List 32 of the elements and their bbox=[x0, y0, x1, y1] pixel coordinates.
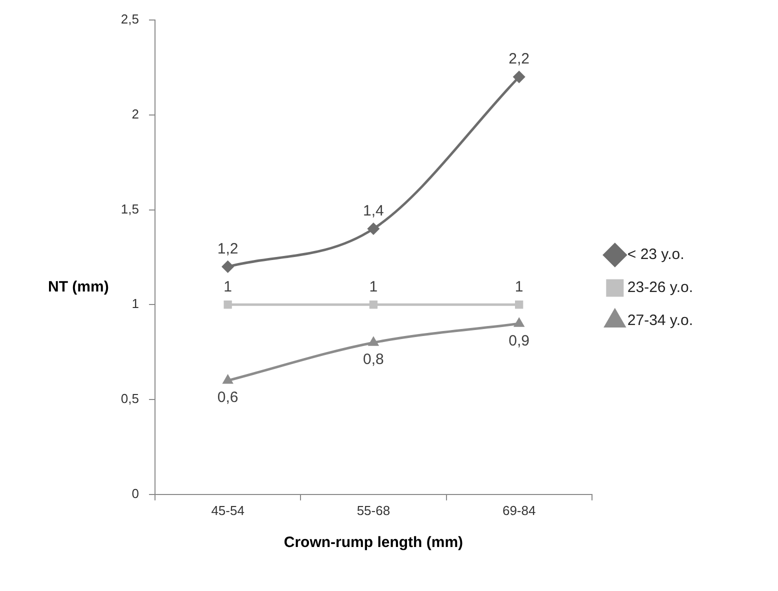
point bbox=[368, 222, 380, 234]
x-tick-label: 69-84 bbox=[502, 502, 536, 518]
data-label: 2,2 bbox=[508, 50, 530, 68]
y-tick-label: 0 bbox=[132, 486, 139, 501]
data-label: 1 bbox=[514, 278, 524, 296]
point bbox=[513, 71, 525, 83]
data-label: 1 bbox=[224, 278, 232, 296]
legend-label: 27-34 y.o. bbox=[627, 312, 694, 330]
point bbox=[223, 375, 233, 384]
x-tick-label: 55-68 bbox=[356, 502, 390, 518]
legend-label: 23-26 y.o. bbox=[627, 279, 694, 296]
point bbox=[369, 300, 378, 309]
y-axis-title: NT (mm) bbox=[48, 278, 109, 296]
point bbox=[514, 318, 524, 327]
y-tick-label: 1,5 bbox=[120, 201, 139, 216]
data-label: 0,8 bbox=[363, 351, 384, 368]
data-label: 1,4 bbox=[363, 202, 384, 220]
y-tick-label: 1 bbox=[132, 296, 139, 312]
data-label: 1,2 bbox=[217, 240, 238, 258]
data-label: 0,9 bbox=[508, 332, 530, 350]
y-tick-label: 2,5 bbox=[120, 12, 139, 27]
y-tick-label: 0,5 bbox=[120, 391, 139, 406]
data-label: 0,6 bbox=[217, 389, 238, 406]
x-tick-label: 45-54 bbox=[211, 502, 244, 518]
x-axis-title: Crown-rump length (mm) bbox=[284, 534, 464, 552]
legend-label: < 23 y.o. bbox=[627, 246, 684, 264]
point bbox=[224, 300, 232, 309]
data-label: 1 bbox=[369, 278, 378, 296]
point bbox=[515, 300, 524, 309]
y-tick-label: 2 bbox=[132, 106, 139, 122]
point bbox=[222, 260, 234, 272]
point bbox=[368, 337, 378, 346]
